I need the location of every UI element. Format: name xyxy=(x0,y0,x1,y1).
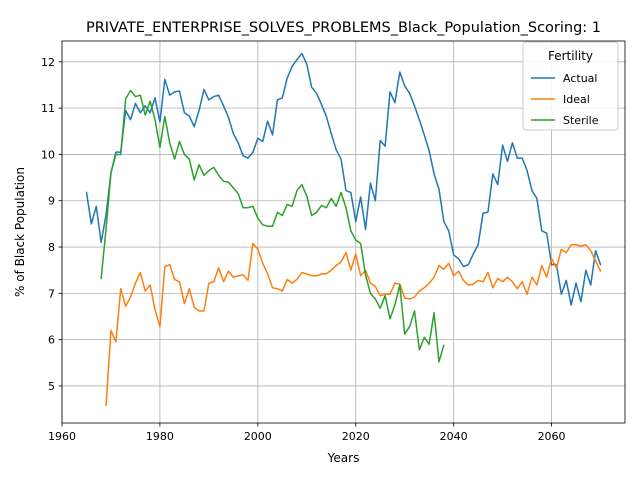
legend-title: Fertility xyxy=(548,49,593,63)
y-tick-label: 5 xyxy=(48,380,55,393)
y-tick-label: 6 xyxy=(48,334,55,347)
y-tick-label: 9 xyxy=(48,195,55,208)
series-line-actual xyxy=(85,52,602,306)
x-tick-label: 2020 xyxy=(342,430,370,443)
legend-label-sterile: Sterile xyxy=(563,114,599,127)
y-tick-label: 10 xyxy=(41,148,55,161)
x-tick-label: 2000 xyxy=(244,430,272,443)
x-tick-label: 2060 xyxy=(538,430,566,443)
x-axis-label: Years xyxy=(327,451,360,465)
legend-items: Actual Ideal Sterile xyxy=(531,72,599,127)
x-tick-label: 1980 xyxy=(146,430,174,443)
y-tick-label: 7 xyxy=(48,287,55,300)
x-tick-label: 2040 xyxy=(440,430,468,443)
legend: Fertility Actual Ideal Sterile xyxy=(522,41,619,131)
axes: 1960 1980 2000 2020 2040 2060 5 6 7 8 9 10 11 12 xyxy=(41,56,566,443)
y-tick-label: 11 xyxy=(41,102,55,115)
y-axis-label: % of Black Population xyxy=(13,167,27,297)
series-line-ideal xyxy=(105,242,602,407)
legend-label-actual: Actual xyxy=(563,72,597,85)
chart-title: PRIVATE_ENTERPRISE_SOLVES_PROBLEMS_Black… xyxy=(86,20,601,36)
series-line-sterile xyxy=(100,89,445,363)
y-tick-label: 8 xyxy=(48,241,55,254)
plot-area-frame xyxy=(61,40,626,424)
y-tick-label: 12 xyxy=(41,56,55,69)
legend-label-ideal: Ideal xyxy=(563,93,590,106)
x-tick-label: 1960 xyxy=(48,430,76,443)
series-layer xyxy=(85,52,602,407)
legend-box xyxy=(522,41,619,131)
